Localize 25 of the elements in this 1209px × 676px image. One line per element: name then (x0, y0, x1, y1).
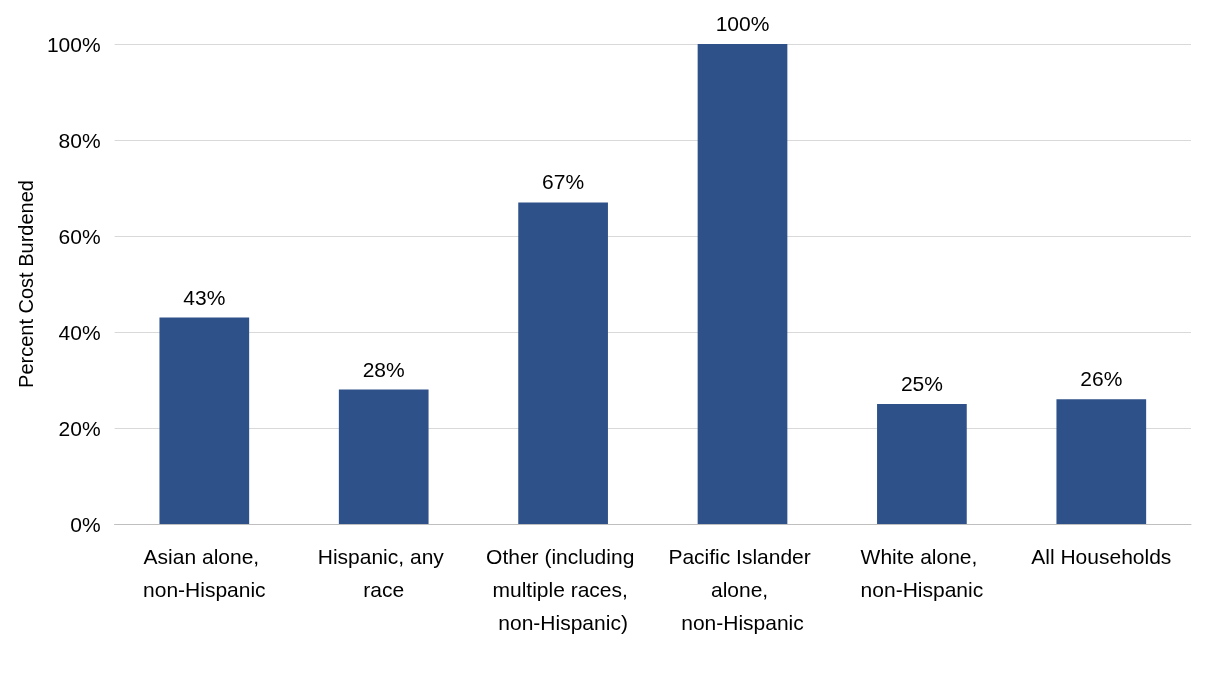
x-tick-label: Hispanic, any race (317, 545, 450, 601)
data-label: 28% (362, 357, 405, 381)
y-axis-title: Percent Cost Burdened (15, 180, 37, 388)
bar (159, 317, 250, 524)
x-tick-label: Pacific Islander alone, non-Hispanic (668, 545, 817, 634)
data-label: 100% (715, 12, 770, 35)
bar (1056, 399, 1147, 524)
bar (338, 389, 429, 524)
data-label: 26% (1080, 367, 1123, 391)
y-tick-label: 40% (58, 320, 101, 344)
data-label: 43% (183, 285, 226, 309)
x-tick-label: Asian alone, non-Hispanic (143, 545, 266, 601)
y-tick-label: 100% (46, 32, 101, 56)
x-tick-label: All Households (1031, 545, 1172, 568)
y-tick-label: 20% (58, 416, 101, 440)
bar (877, 404, 967, 524)
y-tick-label: 60% (58, 224, 101, 248)
bar (697, 44, 788, 524)
x-tick-label: White alone, non-Hispanic (860, 545, 984, 601)
data-label: 67% (542, 170, 585, 194)
y-tick-label: 0% (70, 512, 101, 536)
data-label: 25% (900, 372, 943, 395)
bar (518, 202, 608, 524)
x-tick-label: Other (including multiple races, non-Hispanic) (486, 545, 641, 634)
y-tick-label: 80% (58, 128, 101, 152)
